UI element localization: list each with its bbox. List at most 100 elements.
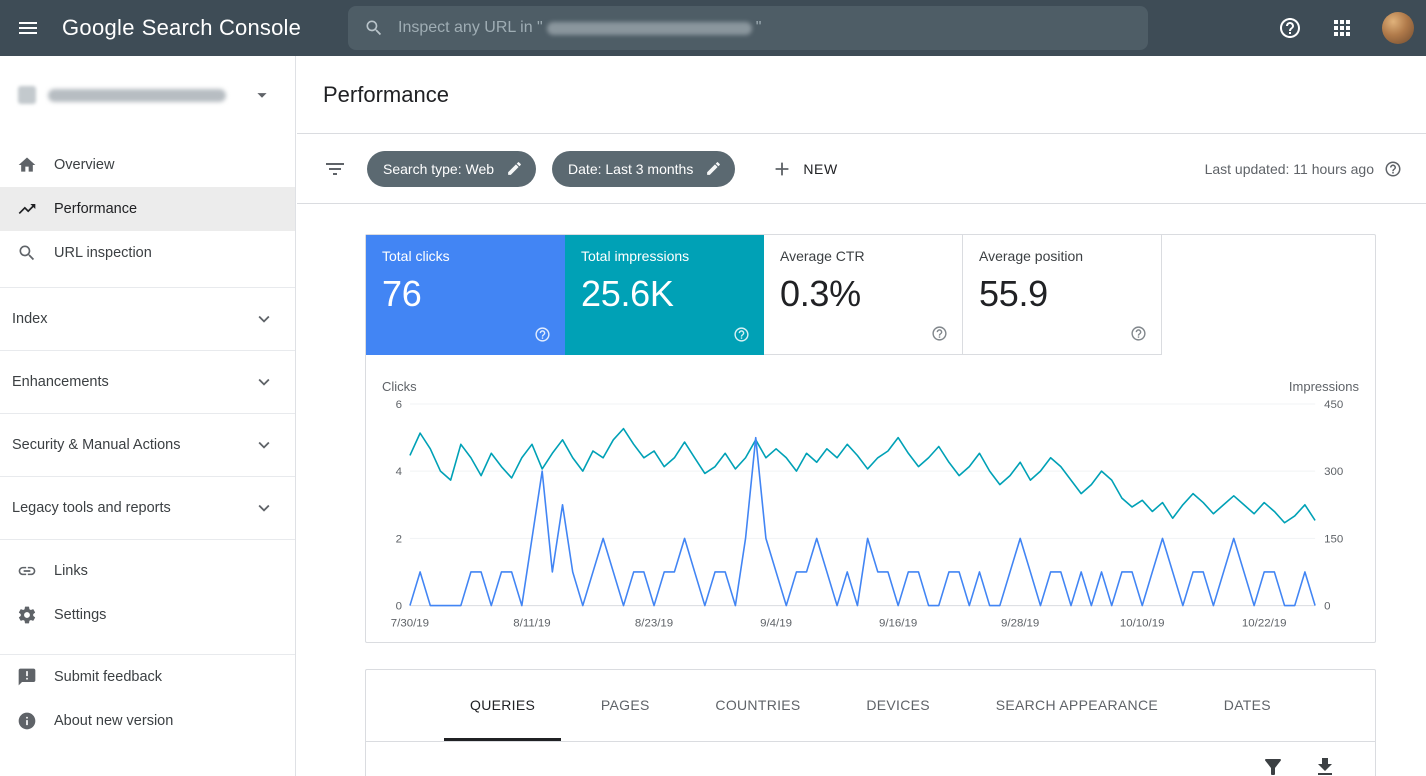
new-filter-label: NEW: [803, 160, 838, 177]
performance-icon: [18, 204, 36, 214]
account-avatar[interactable]: [1382, 12, 1414, 44]
sidebar-sections: Index Enhancements Security & Manual Act…: [0, 287, 295, 540]
sidebar-section-label: Legacy tools and reports: [12, 500, 171, 516]
help-icon[interactable]: [733, 326, 750, 343]
search-type-chip[interactable]: Search type: Web: [367, 150, 537, 187]
help-button[interactable]: [1278, 16, 1302, 40]
sidebar-item-label: URL inspection: [54, 245, 152, 261]
last-updated: Last updated: 11 hours ago: [1205, 160, 1402, 178]
svg-text:9/28/19: 9/28/19: [1001, 618, 1039, 630]
sidebar-section-security-manual-actions[interactable]: Security & Manual Actions: [0, 413, 295, 476]
sidebar-item-performance[interactable]: Performance: [0, 187, 295, 231]
svg-text:450: 450: [1324, 399, 1343, 411]
redacted-property-name: [48, 88, 226, 102]
filter-list-button[interactable]: [323, 157, 347, 181]
date-range-chip[interactable]: Date: Last 3 months: [552, 150, 736, 187]
app-logo[interactable]: Google Search Console: [62, 15, 301, 41]
filter-list-icon: [326, 162, 344, 175]
settings-gear-icon: [18, 606, 36, 624]
sidebar-section-label: Enhancements: [12, 374, 109, 390]
search-placeholder: Inspect any URL in ": [398, 19, 543, 36]
sidebar-section-enhancements[interactable]: Enhancements: [0, 350, 295, 413]
sidebar-item-label: Links: [54, 563, 88, 579]
search-placeholder-suffix: ": [755, 19, 762, 36]
help-icon[interactable]: [1384, 160, 1402, 178]
svg-text:9/16/19: 9/16/19: [879, 618, 917, 630]
logo-product-text: Search Console: [141, 15, 302, 40]
url-inspect-search-input[interactable]: Inspect any URL in " ": [348, 6, 1148, 50]
sidebar-item-label: Settings: [54, 607, 107, 623]
chart-axis-titles: Clicks Impressions: [380, 379, 1361, 396]
last-updated-text: Last updated: 11 hours ago: [1204, 160, 1374, 177]
metric-tile-total-impressions[interactable]: Total impressions 25.6K: [565, 235, 764, 355]
svg-text:10/10/19: 10/10/19: [1120, 618, 1165, 630]
main-content: Performance Search type: Web Date: Last …: [297, 56, 1426, 776]
google-apps-button[interactable]: [1330, 16, 1354, 40]
info-icon: [18, 712, 36, 730]
metric-value: 76: [382, 273, 422, 314]
table-filter-icon[interactable]: [1261, 755, 1285, 776]
svg-text:8/11/19: 8/11/19: [513, 618, 550, 630]
new-filter-button[interactable]: NEW: [765, 157, 843, 181]
sidebar-feedback-group: Submit feedback About new version: [0, 654, 295, 743]
help-icon: [1280, 18, 1300, 38]
sidebar-tools-group: Links Settings: [0, 549, 295, 637]
download-icon[interactable]: [1313, 755, 1337, 776]
links-icon: [18, 566, 36, 576]
sidebar-item-url-inspection[interactable]: URL inspection: [0, 231, 295, 275]
url-inspection-icon: [19, 245, 35, 261]
sidebar-section-label: Security & Manual Actions: [12, 437, 181, 453]
logo-google-text: Google: [62, 15, 135, 40]
sidebar-item-settings[interactable]: Settings: [0, 593, 295, 637]
table-toolbar: [366, 742, 1375, 776]
svg-text:150: 150: [1324, 533, 1343, 545]
sidebar-item-label: Submit feedback: [54, 669, 163, 685]
tab-countries[interactable]: COUNTRIES: [715, 697, 801, 714]
tab-devices[interactable]: DEVICES: [866, 697, 930, 714]
sidebar-nav: Overview Performance URL inspection: [0, 143, 295, 275]
svg-text:0: 0: [396, 601, 402, 613]
help-icon[interactable]: [534, 326, 551, 343]
performance-chart-card: Total clicks 76 Total impressions 25.6K …: [365, 234, 1376, 643]
hamburger-icon: [19, 22, 37, 34]
help-icon[interactable]: [1130, 325, 1147, 342]
left-axis-title: Clicks: [382, 379, 417, 394]
page-header: Performance: [297, 56, 1426, 134]
metric-tiles: Total clicks 76 Total impressions 25.6K …: [366, 235, 1375, 355]
topbar-actions: [1278, 0, 1414, 56]
home-icon: [18, 157, 36, 172]
menu-button[interactable]: [4, 4, 52, 52]
metric-tile-average-ctr[interactable]: Average CTR 0.3%: [764, 235, 963, 355]
tab-queries[interactable]: QUERIES: [444, 670, 562, 741]
svg-text:8/23/19: 8/23/19: [635, 618, 673, 630]
right-axis-title: Impressions: [1288, 379, 1359, 394]
sidebar-section-label: Index: [12, 311, 48, 327]
sidebar: Overview Performance URL inspection Inde…: [0, 56, 296, 776]
svg-text:6: 6: [396, 399, 402, 411]
sidebar-section-legacy-tools[interactable]: Legacy tools and reports: [0, 476, 295, 539]
help-icon[interactable]: [931, 325, 948, 342]
tab-pages[interactable]: PAGES: [600, 697, 650, 714]
filter-toolbar: Search type: Web Date: Last 3 months NEW…: [297, 134, 1426, 204]
clicks-impressions-line-chart[interactable]: 0 0 2 150 4 300 6 450 7/30/19 8/11/19 8/23/19 9/4/1…: [380, 396, 1361, 634]
property-selector[interactable]: [12, 71, 283, 119]
tab-dates[interactable]: DATES: [1223, 697, 1271, 714]
sidebar-item-overview[interactable]: Overview: [0, 143, 295, 187]
metric-label: Total clicks: [382, 248, 450, 264]
metric-tile-total-clicks[interactable]: Total clicks 76: [366, 235, 565, 355]
chevron-down-icon: [258, 504, 270, 512]
svg-text:2: 2: [396, 533, 402, 545]
sidebar-item-about-new-version[interactable]: About new version: [0, 699, 295, 743]
metric-label: Average position: [979, 248, 1084, 264]
sidebar-section-index[interactable]: Index: [0, 288, 295, 350]
apps-grid-icon: [1334, 20, 1350, 36]
sidebar-item-links[interactable]: Links: [0, 549, 295, 593]
metric-value: 25.6K: [581, 273, 674, 314]
sidebar-item-label: Performance: [54, 201, 138, 217]
svg-text:10/22/19: 10/22/19: [1242, 618, 1287, 630]
metric-tile-average-position[interactable]: Average position 55.9: [963, 235, 1162, 355]
sidebar-item-submit-feedback[interactable]: Submit feedback: [0, 655, 295, 699]
tab-search-appearance[interactable]: SEARCH APPEARANCE: [995, 697, 1158, 714]
top-app-bar: Google Search Console Inspect any URL in …: [0, 0, 1426, 56]
